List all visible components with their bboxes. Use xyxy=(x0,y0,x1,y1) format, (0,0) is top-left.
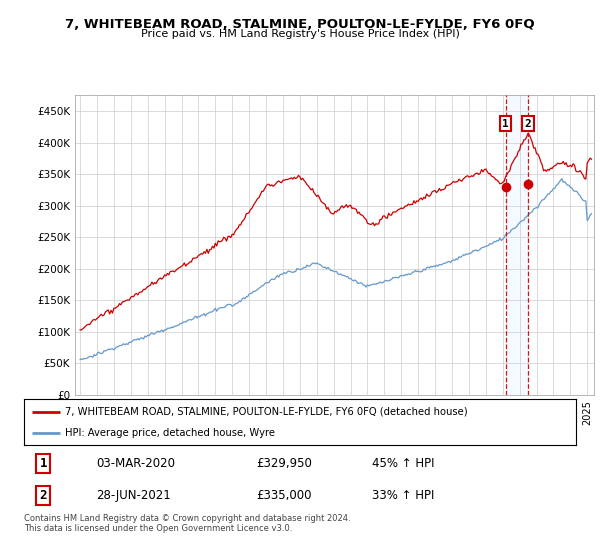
Text: 2: 2 xyxy=(40,489,47,502)
Text: 03-MAR-2020: 03-MAR-2020 xyxy=(96,457,175,470)
Text: This data is licensed under the Open Government Licence v3.0.: This data is licensed under the Open Gov… xyxy=(24,524,292,533)
Text: £335,000: £335,000 xyxy=(256,489,311,502)
Bar xyxy=(506,95,528,395)
Text: 7, WHITEBEAM ROAD, STALMINE, POULTON-LE-FYLDE, FY6 0FQ: 7, WHITEBEAM ROAD, STALMINE, POULTON-LE-… xyxy=(65,18,535,31)
Text: HPI: Average price, detached house, Wyre: HPI: Average price, detached house, Wyre xyxy=(65,428,275,438)
Text: Contains HM Land Registry data © Crown copyright and database right 2024.: Contains HM Land Registry data © Crown c… xyxy=(24,514,350,523)
Text: 45% ↑ HPI: 45% ↑ HPI xyxy=(372,457,434,470)
Text: 1: 1 xyxy=(502,119,509,129)
Text: £329,950: £329,950 xyxy=(256,457,312,470)
Text: 2: 2 xyxy=(524,119,531,129)
Text: 33% ↑ HPI: 33% ↑ HPI xyxy=(372,489,434,502)
Text: 7, WHITEBEAM ROAD, STALMINE, POULTON-LE-FYLDE, FY6 0FQ (detached house): 7, WHITEBEAM ROAD, STALMINE, POULTON-LE-… xyxy=(65,407,468,417)
Text: Price paid vs. HM Land Registry's House Price Index (HPI): Price paid vs. HM Land Registry's House … xyxy=(140,29,460,39)
Text: 1: 1 xyxy=(40,457,47,470)
Text: 28-JUN-2021: 28-JUN-2021 xyxy=(96,489,170,502)
